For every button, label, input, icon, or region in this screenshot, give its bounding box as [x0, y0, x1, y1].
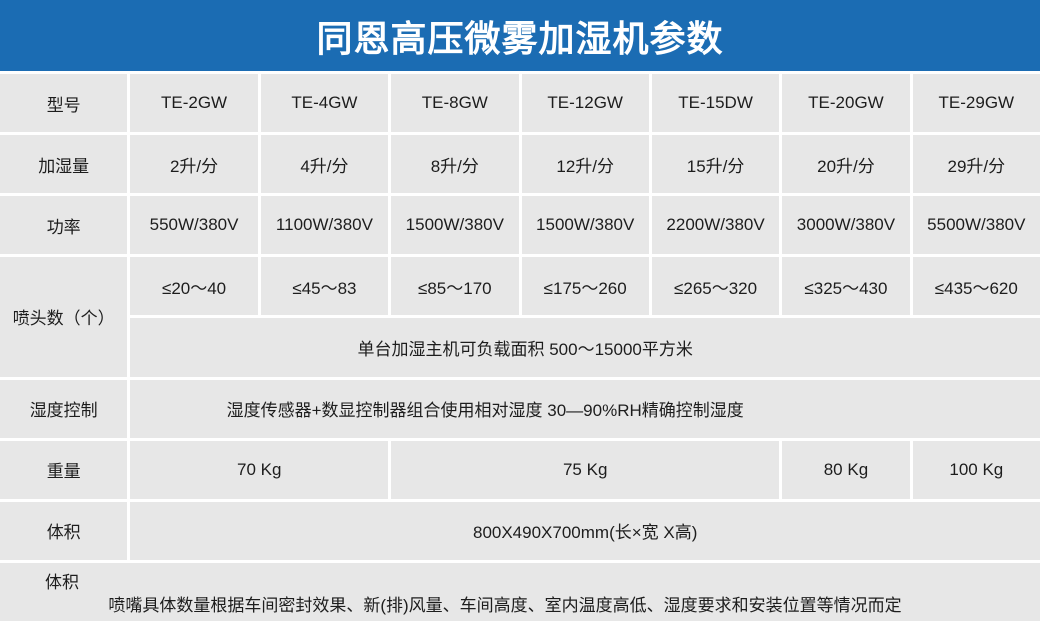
power-cell: 550W/380V [130, 196, 258, 255]
row-label-nozzles: 喷头数（个） [0, 257, 128, 377]
capacity-cell: 2升/分 [130, 135, 258, 194]
row-label-humidity-control: 湿度控制 [0, 379, 128, 438]
capacity-cell: 20升/分 [782, 135, 910, 194]
title-bar: 同恩高压微雾加湿机参数 [0, 0, 1040, 71]
model-cell: TE-2GW [130, 74, 258, 133]
power-cell: 3000W/380V [782, 196, 910, 255]
weight-cell: 100 Kg [912, 440, 1040, 499]
weight-cell: 80 Kg [782, 440, 910, 499]
model-cell: TE-20GW [782, 74, 910, 133]
row-label-capacity: 加湿量 [0, 135, 128, 194]
note-text: 喷嘴具体数量根据车间密封效果、新(排)风量、车间高度、室内温度高低、湿度要求和安… [108, 595, 902, 615]
power-cell: 1100W/380V [260, 196, 389, 255]
model-cell: TE-29GW [912, 74, 1040, 133]
nozzle-cell: ≤20～40 [130, 257, 258, 316]
spec-table: 型号 TE-2GW TE-4GW TE-8GW TE-12GW TE-15DW … [0, 74, 1040, 621]
capacity-cell: 12升/分 [521, 135, 649, 194]
row-label-power: 功率 [0, 196, 128, 255]
model-cell: TE-4GW [260, 74, 389, 133]
volume-cell: 800X490X700mm(长×宽 X高) [130, 501, 1040, 560]
humidity-control-cell: 湿度传感器+数显控制器组合使用相对湿度 30—90%RH精确控制湿度 [130, 379, 1040, 438]
nozzle-cell: ≤325～430 [782, 257, 910, 316]
nozzle-cell: ≤175～260 [521, 257, 649, 316]
capacity-cell: 15升/分 [651, 135, 780, 194]
model-cell: TE-8GW [391, 74, 519, 133]
model-cell: TE-12GW [521, 74, 649, 133]
capacity-cell: 8升/分 [391, 135, 519, 194]
model-cell: TE-15DW [651, 74, 780, 133]
row-label-volume: 体积 [0, 501, 128, 560]
nozzle-cell: ≤435～620 [912, 257, 1040, 316]
power-cell: 5500W/380V [912, 196, 1040, 255]
row-label-weight: 重量 [0, 440, 128, 499]
capacity-cell: 4升/分 [260, 135, 389, 194]
capacity-cell: 29升/分 [912, 135, 1040, 194]
row-label-note: 体积 [45, 572, 79, 592]
weight-cell: 75 Kg [391, 440, 780, 499]
page-title: 同恩高压微雾加湿机参数 [316, 17, 724, 59]
nozzle-cell: ≤45～83 [260, 257, 389, 316]
nozzle-cell: ≤265～320 [651, 257, 780, 316]
row-label-model: 型号 [0, 74, 128, 133]
note-row: 体积 喷嘴具体数量根据车间密封效果、新(排)风量、车间高度、室内温度高低、湿度要… [0, 562, 1040, 621]
power-cell: 1500W/380V [521, 196, 649, 255]
power-cell: 1500W/380V [391, 196, 519, 255]
coverage-cell: 单台加湿主机可负载面积 500～15000平方米 [130, 318, 1040, 377]
nozzle-cell: ≤85～170 [391, 257, 519, 316]
power-cell: 2200W/380V [651, 196, 780, 255]
weight-cell: 70 Kg [130, 440, 389, 499]
